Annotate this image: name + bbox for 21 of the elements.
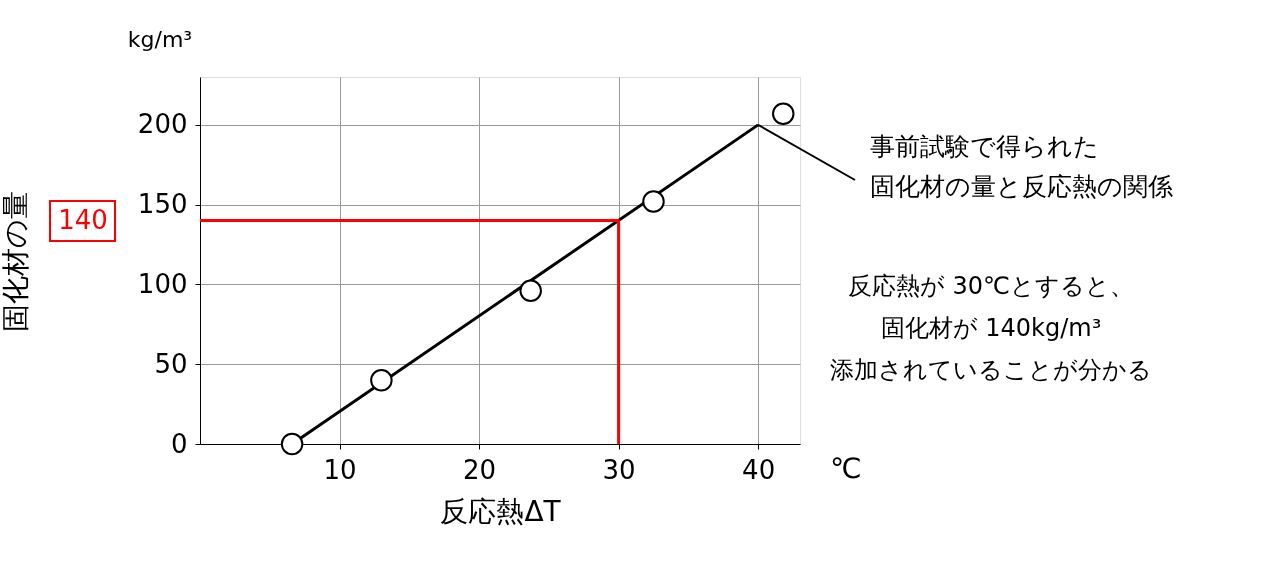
text: 反応熱が 30℃とすると、固化材が 140kg/m³添加されていることが分かる (830, 272, 1152, 384)
annotation: 事前試験で得られた固化材の量と反応熱の関係 (870, 132, 1173, 201)
y-tick-label: 200 (137, 109, 188, 140)
y-axis-title: 固化材の量 (0, 190, 32, 332)
x-tick-label: 40 (742, 454, 776, 485)
point (642, 190, 665, 213)
y-tick-label: 100 (137, 268, 188, 299)
text: ℃ (830, 452, 862, 485)
x-axis-title: 反応熱ΔT (440, 494, 562, 528)
x-tick-label: 20 (463, 454, 497, 485)
text: 140 (58, 205, 108, 235)
y-tick-label: 50 (154, 348, 188, 379)
x-tick-label: 10 (323, 454, 357, 485)
point (280, 432, 304, 456)
point (772, 102, 795, 125)
text: kg/m³ (127, 27, 193, 52)
x-tick-label: 30 (602, 454, 636, 485)
y-tick-label: 0 (170, 428, 188, 459)
y-tick-label: 150 (137, 189, 188, 220)
point (519, 279, 542, 303)
point (370, 368, 393, 392)
